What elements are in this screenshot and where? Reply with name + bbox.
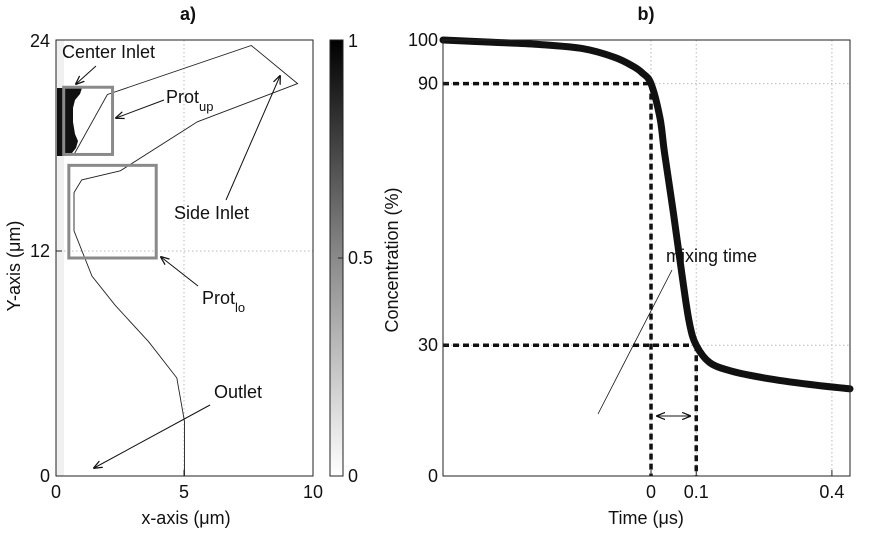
- panel-a-xtick-label-0: 0: [51, 482, 61, 502]
- prot-lo-label-sub: lo: [235, 300, 245, 315]
- center-inlet-fluid: [57, 88, 82, 156]
- panel-b-grid: [443, 39, 850, 477]
- panel-a-ytick-label-12: 12: [30, 241, 50, 261]
- panel-b-xtick-label-0.1: 0.1: [684, 482, 709, 502]
- panel-b: b) 0 0.1 0.4 0 30 90 100 Time (μs) Conce…: [382, 4, 854, 528]
- prot-up-box: [62, 85, 115, 156]
- prot-lo-label: Protlo: [202, 288, 245, 315]
- outlet-label: Outlet: [214, 382, 262, 402]
- panel-a-ytick-label-0: 0: [40, 466, 50, 486]
- outlet-arrow: [94, 404, 211, 468]
- panel-a-xtick-label-5: 5: [179, 482, 189, 502]
- prot-up-arrow: [116, 99, 165, 118]
- prot-lo-box: [67, 163, 158, 260]
- panel-b-ticks: [443, 39, 833, 477]
- streamline-path: [73, 44, 299, 476]
- concentration-curve: [439, 36, 854, 393]
- panel-b-xlabel: Time (μs): [608, 508, 684, 528]
- colorbar-tick-max: 1: [348, 31, 358, 51]
- panel-a: a) 0 5 10 0 12 24 x-axis (μm) Y-axis (μm…: [4, 4, 323, 528]
- colorbar: 1 0.5 0: [329, 31, 373, 486]
- center-inlet-label: Center Inlet: [62, 42, 155, 62]
- panel-b-ytick-label-90: 90: [418, 74, 438, 94]
- panel-a-label: a): [180, 4, 196, 24]
- colorbar-tick-half: 0.5: [348, 248, 373, 268]
- prot-lo-arrow: [161, 257, 199, 287]
- panel-a-left-shade: [56, 40, 64, 476]
- colorbar-tick-min: 0: [348, 466, 358, 486]
- prot-up-label: Protup: [166, 87, 213, 114]
- panel-b-ylabel: Concentration (%): [382, 187, 402, 332]
- panel-b-reference-lines: [443, 81, 698, 476]
- prot-lo-label-main: Prot: [202, 288, 235, 308]
- prot-up-label-sub: up: [199, 99, 213, 114]
- panel-b-frame: [442, 39, 851, 477]
- panel-b-ytick-label-0: 0: [428, 466, 438, 486]
- panel-a-xlabel: x-axis (μm): [141, 508, 230, 528]
- side-inlet-arrow: [225, 76, 280, 201]
- panel-b-ytick-label-100: 100: [408, 30, 438, 50]
- panel-a-ytick-label-24: 24: [30, 31, 50, 51]
- mixing-time-leader: [597, 269, 673, 415]
- panel-b-ytick-label-30: 30: [418, 335, 438, 355]
- center-inlet-arrow: [76, 65, 97, 84]
- panel-a-xtick-label-10: 10: [303, 482, 323, 502]
- panel-b-xtick-label-0: 0: [646, 482, 656, 502]
- panel-a-ylabel: Y-axis (μm): [4, 221, 24, 312]
- mixing-time-label: mixing time: [666, 246, 757, 266]
- side-inlet-label: Side Inlet: [174, 203, 249, 223]
- panel-b-xtick-label-0.4: 0.4: [819, 482, 844, 502]
- prot-up-label-main: Prot: [166, 87, 199, 107]
- panel-b-label: b): [638, 4, 655, 24]
